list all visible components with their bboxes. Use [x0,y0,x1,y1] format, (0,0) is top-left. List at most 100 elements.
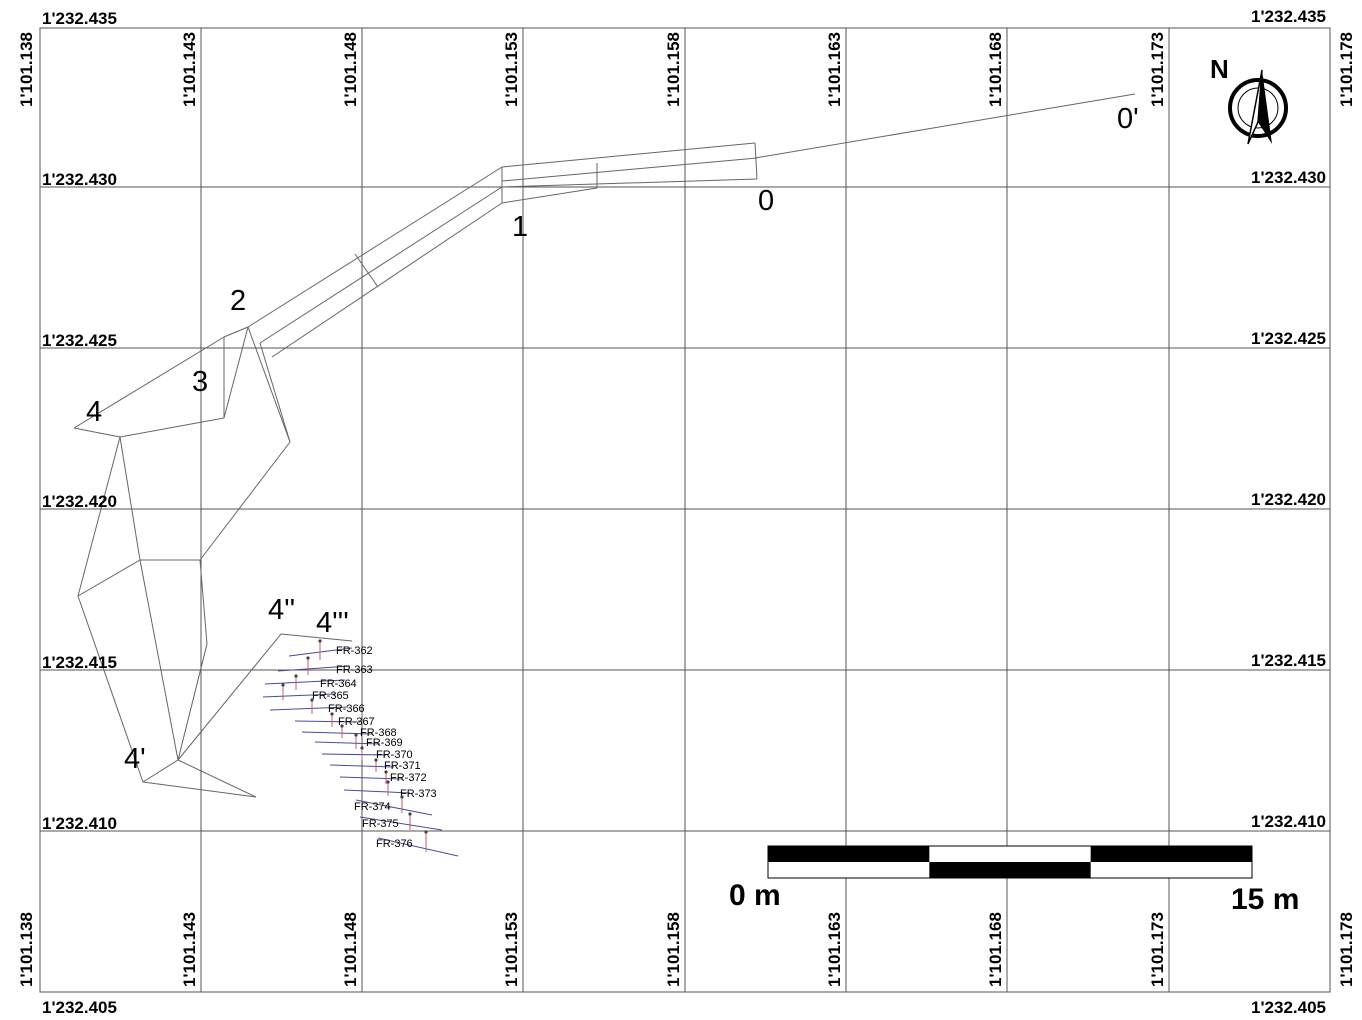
fracture-point [408,812,412,816]
easting-label-bottom: 1'101.178 [1337,912,1356,987]
survey-leg [77,559,141,597]
station-label: 4''' [316,607,349,639]
northing-label-right: 1'232.425 [1251,329,1326,348]
northing-label-left: 1'232.410 [42,814,117,833]
fracture-point [400,795,404,799]
fracture-label: FR-369 [366,737,403,749]
fracture-trace [321,753,387,756]
fracture-label: FR-370 [376,749,413,761]
northing-label-left: 1'232.420 [42,492,117,511]
fracture-trace [301,731,373,735]
fracture-trace [269,706,349,711]
fracture-label: FR-368 [360,727,397,739]
fracture-point [294,674,298,678]
northing-label-right: 1'232.415 [1251,651,1326,670]
fracture-point [424,830,428,834]
station-label: 2 [230,285,246,317]
easting-label-top: 1'101.168 [986,32,1005,107]
station-label: 4'' [268,594,295,626]
fracture-label: FR-371 [384,760,421,772]
survey-leg [77,595,144,783]
northing-label-right: 1'232.405 [1251,998,1326,1017]
survey-leg [177,633,282,761]
scale-bar-segment [929,862,1091,878]
fracture-trace [359,816,443,831]
station-label: 4' [124,743,146,775]
survey-leg [223,326,249,338]
easting-label-top: 1'101.138 [17,32,36,107]
survey-leg [247,166,503,328]
fracture-set: FR-362FR-363FR-364FR-365FR-366FR-367FR-3… [262,639,459,857]
station-label: 3 [192,366,208,398]
scale-bar-segment [768,846,930,862]
fracture-trace [343,789,411,794]
station-label: 0 [758,185,774,217]
survey-leg [259,342,291,443]
survey-leg [119,417,225,438]
survey-leg [501,157,758,182]
station-label: 0' [1117,103,1139,135]
easting-label-bottom: 1'101.168 [986,912,1005,987]
easting-label-top: 1'101.163 [825,32,844,107]
fracture-trace [314,741,381,745]
fracture-point [318,639,322,643]
northing-label-left: 1'232.405 [42,998,117,1017]
scale-start-label: 0 m [729,879,781,912]
fracture-label: FR-372 [390,772,427,784]
fracture-point [386,780,390,784]
fracture-label: FR-375 [362,818,399,830]
fracture-point [306,656,310,660]
northing-label-right: 1'232.435 [1251,7,1326,26]
easting-label-bottom: 1'101.153 [502,912,521,987]
easting-label-bottom: 1'101.148 [341,912,360,987]
northing-label-left: 1'232.425 [42,331,117,350]
survey-leg [177,759,257,798]
survey-leg [73,427,121,438]
fracture-point [340,724,344,728]
fracture-trace [294,720,361,723]
scale-bar: 0 m 15 m [729,845,1299,916]
north-arrow-icon: N [1210,54,1288,145]
fracture-label: FR-376 [376,838,413,850]
easting-label-top: 1'101.173 [1148,32,1167,107]
survey-leg [501,187,598,204]
station-label: 1 [512,211,528,243]
fracture-label: FR-366 [328,703,365,715]
easting-label-bottom: 1'101.143 [180,912,199,987]
survey-leg [501,142,756,168]
coordinate-grid [39,27,1331,993]
fracture-trace [329,764,395,768]
survey-leg [247,326,291,443]
fracture-trace [377,837,459,857]
survey-leg [280,633,353,642]
northing-label-left: 1'232.430 [42,170,117,189]
survey-leg [223,326,249,419]
fracture-label: FR-364 [320,678,357,690]
scale-bar-segment [1090,846,1252,862]
survey-leg [142,759,179,783]
north-label: N [1210,54,1229,84]
survey-leg [199,441,291,561]
survey-leg [271,202,503,358]
survey-leg [142,781,257,798]
fracture-label: FR-363 [336,664,373,676]
fracture-trace [277,665,351,672]
survey-polygon [73,93,1136,798]
survey-leg [354,253,379,288]
fracture-point [330,712,334,716]
survey-leg [754,142,758,180]
fracture-point [384,770,388,774]
survey-leg [501,178,758,188]
northing-label-right: 1'232.420 [1251,490,1326,509]
fracture-label: FR-365 [312,690,349,702]
survey-leg [259,186,503,344]
northing-label-right: 1'232.430 [1251,168,1326,187]
survey-leg [119,436,141,561]
survey-leg [139,559,179,761]
coordinate-labels: 1'232.435 1'232.435 1'232.430 1'232.430 1'23… [17,7,1356,1017]
survey-leg [199,559,208,645]
survey-leg [77,436,121,597]
station-labels: 0' 0 1 2 3 4 4' 4'' 4''' [86,103,1139,775]
easting-label-bottom: 1'101.138 [17,912,36,987]
northing-label-left: 1'232.435 [42,9,117,28]
